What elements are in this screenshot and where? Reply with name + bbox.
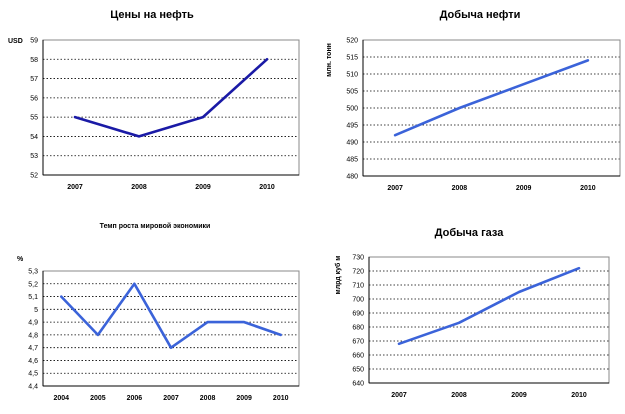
y-tick-label: 54	[30, 134, 38, 141]
y-tick-label: 5,1	[28, 294, 38, 301]
x-tick-label: 2009	[516, 185, 532, 192]
chart-title: Добыча нефти	[440, 9, 521, 21]
y-tick-label: 4,5	[28, 371, 38, 378]
y-tick-label: 4,9	[28, 320, 38, 327]
chart-4: Добыча газа млрд куб м 640 650 660 670 680 690 7…	[334, 227, 610, 399]
y-tick-label: 5,2	[28, 281, 38, 288]
series-line	[397, 266, 581, 346]
x-tick-label: 2008	[200, 395, 216, 402]
x-tick-label: 2008	[452, 185, 468, 192]
y-tick-label: 500	[346, 106, 358, 113]
y-axis-unit: млн. тонн	[326, 43, 333, 77]
y-tick-label: 720	[352, 269, 364, 276]
x-tick-label: 2006	[127, 395, 143, 402]
y-tick-label: 730	[352, 255, 364, 262]
y-tick-label: 520	[346, 38, 358, 45]
x-tick-label: 2008	[451, 392, 467, 399]
chart-title: Темп роста мировой экономики	[100, 222, 211, 230]
series-line	[393, 59, 590, 137]
y-tick-label: 58	[30, 57, 38, 64]
x-tick-label: 2005	[90, 395, 106, 402]
y-tick-label: 4,6	[28, 358, 38, 365]
chart-3: Темп роста мировой экономики% 4,4 4,5 4,6 4,…	[17, 222, 300, 402]
series-line	[59, 282, 283, 350]
x-tick-label: 2009	[195, 184, 211, 191]
x-tick-label: 2007	[387, 185, 403, 192]
y-axis-unit: USD	[8, 38, 23, 45]
y-tick-label: 515	[346, 55, 358, 62]
y-tick-label: 505	[346, 89, 358, 96]
y-tick-label: 640	[352, 381, 364, 388]
y-tick-label: 485	[346, 157, 358, 164]
y-tick-label: 4,7	[28, 345, 38, 352]
y-tick-label: 650	[352, 367, 364, 374]
y-tick-label: 660	[352, 353, 364, 360]
y-axis-unit: млрд куб м	[334, 256, 342, 295]
x-tick-label: 2010	[580, 185, 596, 192]
y-tick-label: 4,4	[28, 384, 38, 391]
y-tick-label: 53	[30, 153, 38, 160]
series-line	[73, 57, 269, 138]
chart-title: Цены на нефть	[110, 9, 194, 21]
y-tick-label: 680	[352, 325, 364, 332]
plot-area	[368, 256, 610, 384]
y-tick-label: 490	[346, 140, 358, 147]
y-tick-label: 52	[30, 173, 38, 180]
y-tick-label: 56	[30, 95, 38, 102]
y-tick-label: 4,8	[28, 332, 38, 339]
chart-2: Добыча нефти млн. тонн 480 485 490 495 500 505 5…	[326, 9, 621, 192]
y-tick-label: 690	[352, 311, 364, 318]
x-tick-label: 2007	[391, 392, 407, 399]
y-tick-label: 5,3	[28, 269, 38, 276]
chart-1: Цены на нефть USD 52 53 54 55 56 57 58 59 2007 2008…	[8, 9, 300, 191]
y-tick-label: 495	[346, 123, 358, 130]
x-tick-label: 2010	[571, 392, 587, 399]
y-axis-unit: %	[17, 256, 24, 263]
y-tick-label: 510	[346, 72, 358, 79]
x-tick-label: 2010	[259, 184, 275, 191]
y-tick-label: 480	[346, 174, 358, 181]
y-tick-label: 700	[352, 297, 364, 304]
x-tick-label: 2008	[131, 184, 147, 191]
chart-title: Добыча газа	[435, 227, 505, 239]
y-tick-label: 57	[30, 76, 38, 83]
y-tick-label: 59	[30, 38, 38, 45]
x-tick-label: 2007	[67, 184, 83, 191]
y-tick-label: 710	[352, 283, 364, 290]
x-tick-label: 2004	[53, 395, 69, 402]
y-tick-label: 55	[30, 115, 38, 122]
plot-area	[42, 39, 300, 176]
x-tick-label: 2010	[273, 395, 289, 402]
x-tick-label: 2007	[163, 395, 179, 402]
x-tick-label: 2009	[511, 392, 527, 399]
y-tick-label: 670	[352, 339, 364, 346]
y-tick-label: 5	[34, 307, 38, 314]
x-tick-label: 2009	[236, 395, 252, 402]
